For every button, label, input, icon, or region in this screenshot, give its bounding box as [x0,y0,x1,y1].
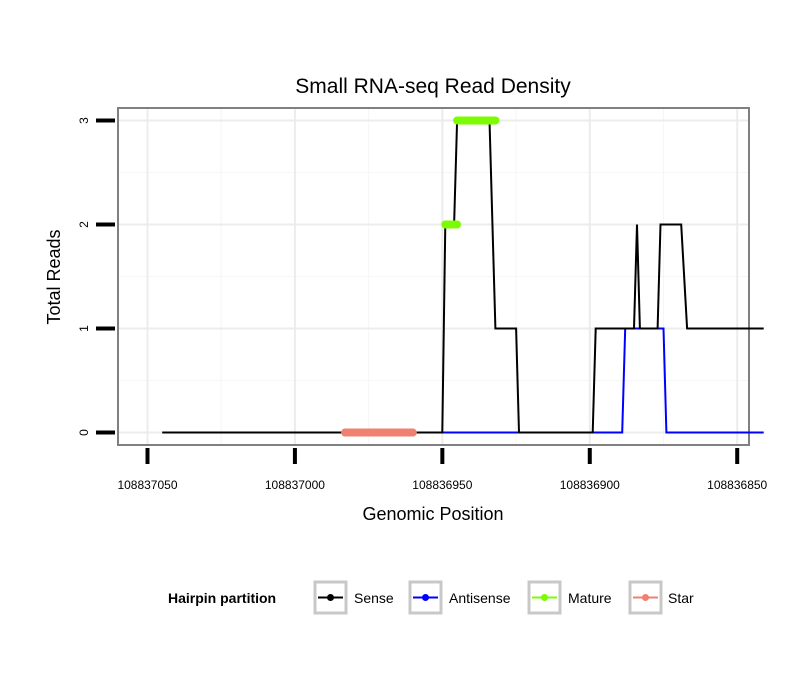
series-line-sense [162,119,764,434]
x-tick-label: 108836900 [560,478,620,492]
legend-key-sense [313,580,348,615]
x-axis-label: Genomic Position [362,504,503,524]
y-tick-label: 3 [77,117,91,124]
x-tick-label: 108836950 [412,478,472,492]
x-tick-label: 108837050 [117,478,177,492]
y-tick-label: 2 [77,221,91,228]
legend: Hairpin partition Sense Antisense Mature St… [168,580,694,615]
x-tick-label: 108837000 [265,478,325,492]
legend-key-star [628,580,663,615]
x-tick-label: 108836850 [707,478,767,492]
y-axis-label: Total Reads [44,229,64,324]
legend-label-antisense: Antisense [449,590,511,606]
legend-title: Hairpin partition [168,590,276,606]
plot-panel-border [117,107,750,446]
legend-label-mature: Mature [568,590,612,606]
y-tick-label: 0 [77,429,91,436]
legend-key-mature [527,580,562,615]
legend-label-star: Star [668,590,694,606]
axes: 108837050 108837000 108836950 108836900 1088… [77,117,768,492]
legend-label-sense: Sense [354,590,394,606]
grid [118,108,749,445]
legend-key-antisense [408,580,443,615]
series-layer [162,116,764,437]
y-tick-label: 1 [77,325,91,332]
chart-title: Small RNA-seq Read Density [295,75,571,98]
